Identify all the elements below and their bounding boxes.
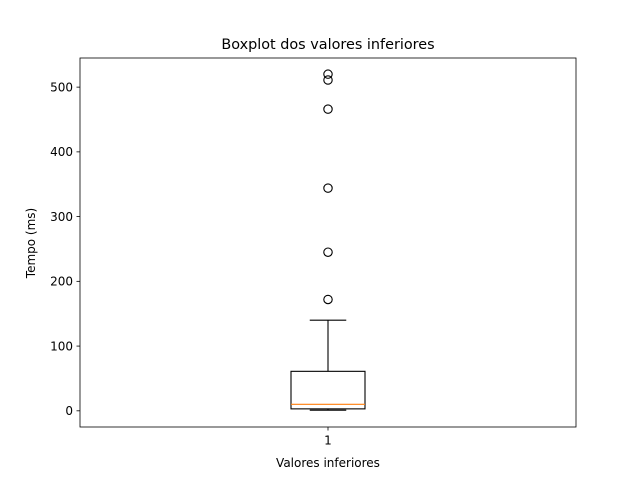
iqr-box <box>290 370 366 410</box>
outlier-point <box>323 104 333 114</box>
y-tick-label: 300 <box>50 210 73 224</box>
outlier-point <box>323 247 333 257</box>
outlier-point <box>323 294 333 305</box>
y-axis-label: Tempo (ms) <box>24 208 38 279</box>
y-tick-label: 200 <box>50 275 73 289</box>
outlier-point <box>323 69 333 79</box>
outlier-point <box>323 75 333 85</box>
plot-area: 0 100 200 300 400 500 1 <box>50 57 577 448</box>
y-tick-label: 500 <box>50 80 73 94</box>
y-tick-label: 0 <box>65 404 73 418</box>
chart-title: Boxplot dos valores inferiores <box>221 37 434 53</box>
y-tick-label: 400 <box>50 145 73 159</box>
outlier-point <box>323 183 333 193</box>
axes-frame <box>79 57 577 428</box>
x-axis-label: Valores inferiores <box>276 456 380 470</box>
x-tick-label: 1 <box>324 434 332 448</box>
y-tick-label: 100 <box>50 339 73 353</box>
